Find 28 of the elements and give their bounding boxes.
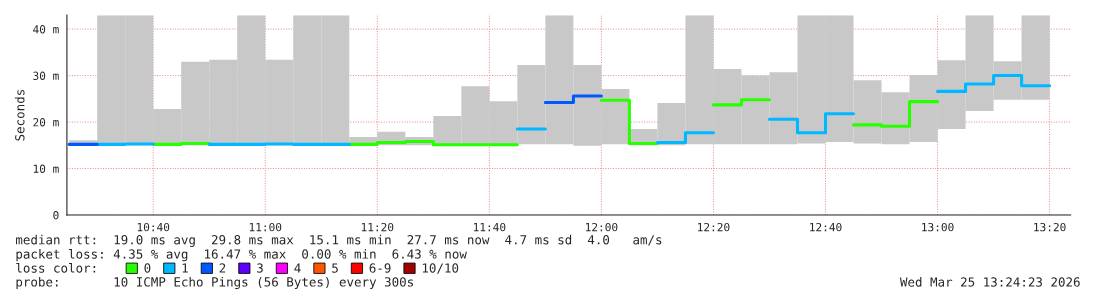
text: packet loss: 4.35 % avg 16.47 % max 0.00 % min 6.43 % now: [16, 249, 467, 262]
text: median rtt: 19.0 ms avg 29.8 ms max 15.1 ms min 27.7 ms now 4.7 ms sd 4.0 am/s: [16, 234, 662, 247]
x-tick-label: 12:00: [586, 222, 618, 232]
legend-label: 3: [257, 263, 263, 273]
y-axis-title: Seconds: [14, 89, 25, 141]
y-tick-label: 20 m: [33, 118, 59, 127]
x-tick-label: 12:40: [810, 222, 842, 232]
x-tick-label: 10:40: [137, 222, 170, 232]
x-tick-label: 12:20: [698, 222, 730, 232]
legend-label: 1: [182, 263, 188, 273]
x-tick-label: 11:20: [361, 222, 394, 232]
legend-label: 6-9: [369, 263, 391, 273]
y-tick-label: 30 m: [33, 71, 59, 80]
legend-label: 4: [294, 263, 301, 273]
y-tick-label: 40 m: [33, 25, 59, 34]
text: probe: 10 ICMP Echo Pings (56 Bytes) every 300s: [16, 276, 413, 290]
x-tick-label: 11:40: [473, 222, 506, 232]
x-tick-label: 13:20: [1034, 222, 1066, 232]
text: Wed Mar 25 13:24:23 2026: [899, 277, 1080, 287]
legend-label: 0: [144, 263, 151, 273]
legend-label: 5: [332, 263, 338, 273]
x-tick-label: 11:00: [249, 222, 282, 232]
legend-title: loss color:: [16, 263, 96, 273]
y-tick-label: 0: [53, 211, 59, 220]
x-tick-label: 13:00: [922, 222, 954, 232]
legend-label: 10/10: [422, 263, 459, 274]
y-tick-label: 10 m: [33, 164, 59, 173]
legend-label: 2: [219, 263, 226, 273]
